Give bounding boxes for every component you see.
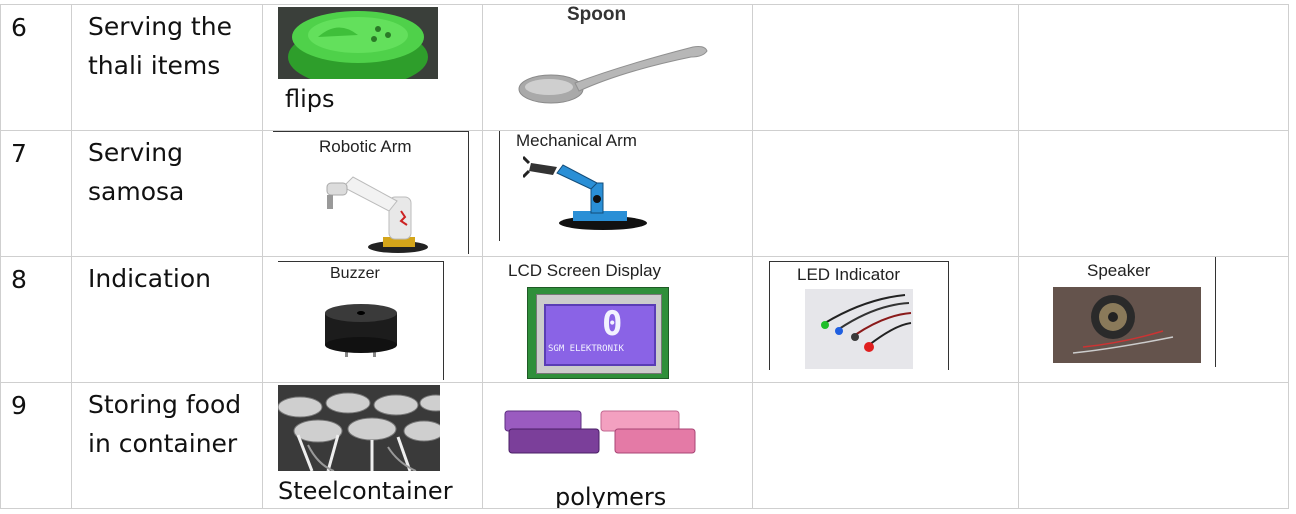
table-row: 9 Storing food in container Steelcontain… bbox=[0, 382, 1289, 509]
row-number-cell: 9 bbox=[0, 382, 72, 509]
led-indicator-image bbox=[805, 289, 913, 369]
row-number: 8 bbox=[11, 265, 27, 294]
item-cell: Speaker bbox=[1018, 256, 1289, 383]
lcd-screen-digit: 0 bbox=[602, 304, 623, 344]
empty-cell bbox=[1018, 382, 1289, 509]
activity-cell: Storing food in container bbox=[71, 382, 263, 509]
activity-line: Serving bbox=[88, 138, 183, 167]
item-label: Buzzer bbox=[330, 265, 380, 282]
row-number-cell: 6 bbox=[0, 4, 72, 131]
spoon-image bbox=[518, 46, 708, 104]
lcd-display-image: 0 SGM ELEKTRONIK bbox=[527, 287, 669, 379]
item-cell: Steelcontainer bbox=[262, 382, 483, 509]
empty-cell bbox=[1018, 4, 1289, 131]
item-cell: flips bbox=[262, 4, 483, 131]
green-flip-cap-image bbox=[278, 7, 438, 79]
activity-line: Serving the bbox=[88, 12, 232, 41]
activity-text: Storing food in container bbox=[73, 384, 262, 464]
item-cell: LCD Screen Display 0 SGM ELEKTRONIK bbox=[482, 256, 753, 383]
item-cell: LED Indicator bbox=[752, 256, 1019, 383]
table-row: 7 Serving samosa Robotic Arm Mechanical … bbox=[0, 130, 1289, 257]
image-frame bbox=[769, 261, 949, 370]
activity-cell: Serving samosa bbox=[71, 130, 263, 257]
item-cell: Mechanical Arm bbox=[482, 130, 753, 257]
item-cell: Buzzer bbox=[262, 256, 483, 383]
item-caption: flips bbox=[285, 85, 335, 113]
mechanical-arm-image bbox=[523, 155, 647, 230]
activity-line: thali items bbox=[88, 51, 221, 80]
empty-cell bbox=[752, 382, 1019, 509]
item-caption: Steelcontainer bbox=[278, 477, 453, 505]
activity-text: Serving samosa bbox=[73, 132, 262, 212]
activity-text: Indication bbox=[73, 258, 262, 299]
activity-line: Indication bbox=[88, 264, 211, 293]
activity-cell: Serving the thali items bbox=[71, 4, 263, 131]
item-cell: polymers bbox=[482, 382, 753, 509]
row-number: 6 bbox=[11, 13, 27, 42]
steel-containers-image bbox=[278, 385, 440, 471]
lcd-screen-text: SGM ELEKTRONIK bbox=[548, 344, 624, 354]
item-cell: Spoon bbox=[482, 4, 753, 131]
item-label: Robotic Arm bbox=[319, 137, 412, 156]
item-caption: polymers bbox=[555, 483, 667, 509]
items-table: 6 Serving the thali items flips Spoon bbox=[0, 4, 1289, 509]
activity-line: Storing food bbox=[88, 390, 242, 419]
row-number: 9 bbox=[11, 391, 27, 420]
polymer-containers-image bbox=[504, 410, 696, 454]
image-frame bbox=[1035, 257, 1216, 367]
row-number-cell: 8 bbox=[0, 256, 72, 383]
activity-cell: Indication bbox=[71, 256, 263, 383]
item-label: Speaker bbox=[1087, 261, 1151, 280]
buzzer-image bbox=[325, 304, 397, 357]
row-number: 7 bbox=[11, 139, 27, 168]
table-row: 6 Serving the thali items flips Spoon bbox=[0, 4, 1289, 131]
empty-cell bbox=[752, 4, 1019, 131]
robotic-arm-image bbox=[326, 176, 428, 253]
speaker-image bbox=[1053, 287, 1201, 363]
image-frame bbox=[278, 261, 444, 380]
image-frame bbox=[499, 131, 500, 241]
item-label: Mechanical Arm bbox=[516, 131, 637, 151]
item-label: LED Indicator bbox=[797, 265, 900, 284]
activity-line: in container bbox=[88, 429, 238, 458]
empty-cell bbox=[752, 130, 1019, 257]
image-frame bbox=[273, 131, 469, 254]
empty-cell bbox=[1018, 130, 1289, 257]
item-label: Spoon bbox=[567, 4, 627, 26]
item-label: LCD Screen Display bbox=[508, 261, 662, 280]
item-cell: Robotic Arm bbox=[262, 130, 483, 257]
activity-text: Serving the thali items bbox=[73, 6, 262, 86]
table-row: 8 Indication Buzzer LCD Screen Display 0 bbox=[0, 256, 1289, 383]
row-number-cell: 7 bbox=[0, 130, 72, 257]
activity-line: samosa bbox=[88, 177, 185, 206]
